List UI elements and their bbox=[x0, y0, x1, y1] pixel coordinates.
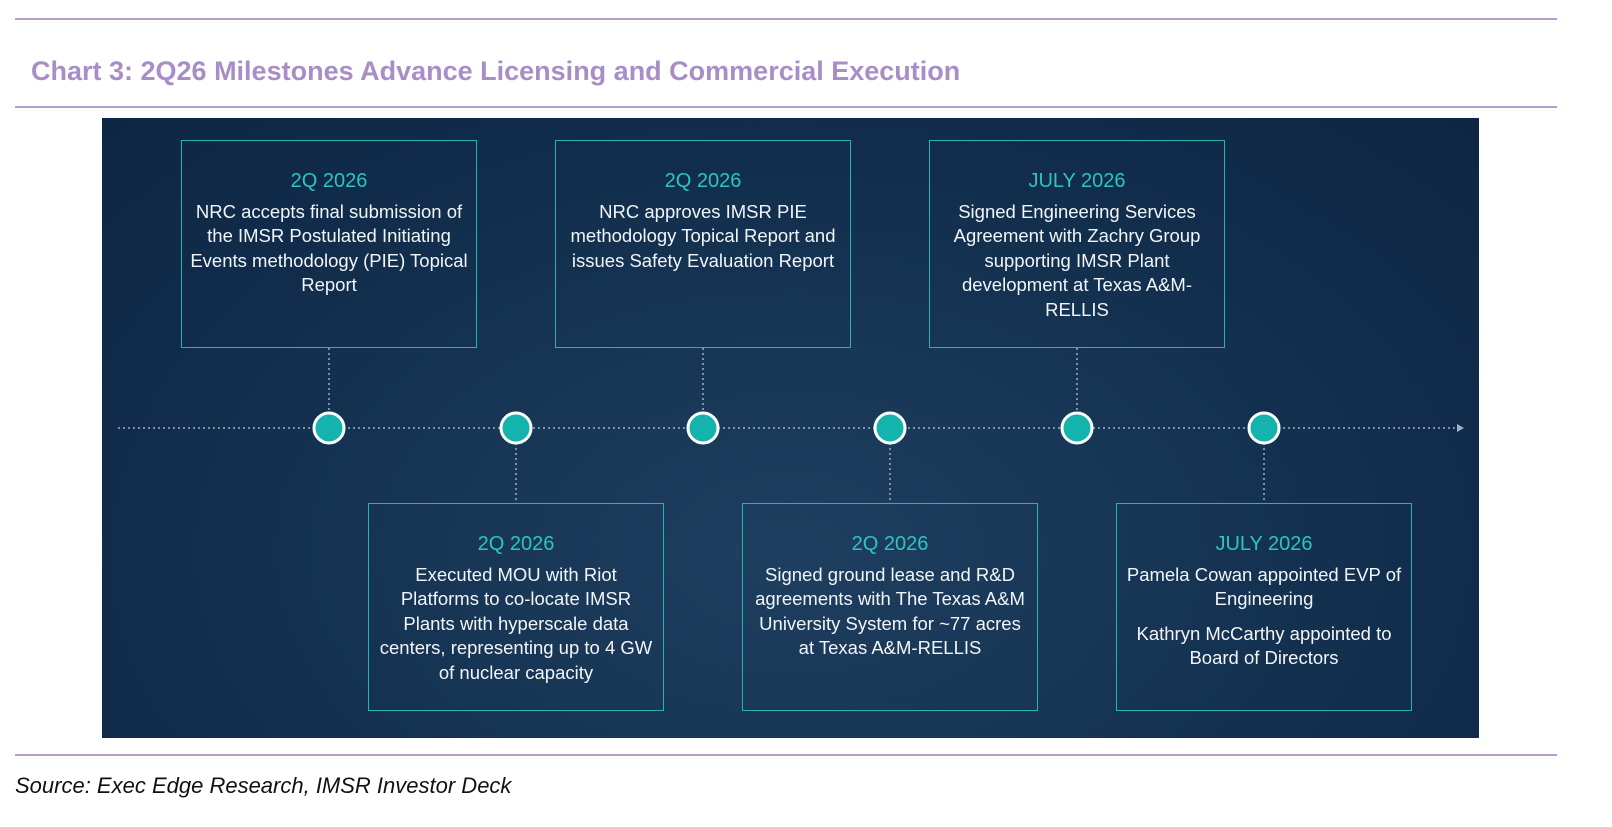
milestone-card: 2Q 2026 NRC accepts final submission of t… bbox=[181, 140, 477, 348]
milestone-dot bbox=[312, 411, 346, 445]
milestone-text: NRC accepts final submission of the IMSR… bbox=[190, 200, 468, 296]
arrow-head bbox=[1457, 424, 1464, 432]
milestone-date: 2Q 2026 bbox=[664, 170, 742, 192]
milestone-text: Kathryn McCarthy appointed to Board of D… bbox=[1136, 622, 1392, 669]
milestone-date: JULY 2026 bbox=[1028, 170, 1126, 192]
milestone-date: 2Q 2026 bbox=[477, 533, 555, 555]
milestone-dot bbox=[686, 411, 720, 445]
title: Chart 3: 2Q26 Milestones Advance Licensi… bbox=[31, 56, 961, 86]
milestone-card: JULY 2026 Pamela Cowan appointed EVP of E… bbox=[1116, 503, 1412, 711]
milestone-text: Signed Engineering Services Agreement wi… bbox=[953, 200, 1201, 320]
milestone-markers bbox=[312, 348, 1281, 503]
milestone-dot bbox=[499, 411, 533, 445]
milestone-card: JULY 2026 Signed Engineering Services Agr… bbox=[929, 140, 1225, 348]
milestone-card: 2Q 2026 NRC approves IMSR PIE methodology… bbox=[555, 140, 851, 348]
milestone-dot bbox=[873, 411, 907, 445]
rule bbox=[15, 18, 1557, 20]
timeline-panel: 2Q 2026 NRC accepts final submission of t… bbox=[102, 118, 1479, 738]
milestone-date: JULY 2026 bbox=[1215, 533, 1313, 555]
timeline bbox=[118, 348, 1464, 503]
milestone-date: 2Q 2026 bbox=[851, 533, 929, 555]
rule bbox=[15, 106, 1557, 108]
milestone-text: Pamela Cowan appointed EVP of Engineerin… bbox=[1126, 563, 1402, 610]
milestone-date: 2Q 2026 bbox=[290, 170, 368, 192]
milestone-card: 2Q 2026 Executed MOU with Riot Platforms … bbox=[368, 503, 664, 711]
milestone-dot bbox=[1247, 411, 1281, 445]
source-note: Source: Exec Edge Research, IMSR Investo… bbox=[15, 773, 512, 798]
milestone-dot bbox=[1060, 411, 1094, 445]
milestone-text: Signed ground lease and R&D agreements w… bbox=[755, 563, 1025, 659]
rule bbox=[15, 754, 1557, 756]
milestone-text: Executed MOU with Riot Platforms to co-l… bbox=[379, 563, 653, 683]
milestone-card: 2Q 2026 Signed ground lease and R&D agree… bbox=[742, 503, 1038, 711]
milestone-text: NRC approves IMSR PIE methodology Topica… bbox=[570, 200, 836, 271]
